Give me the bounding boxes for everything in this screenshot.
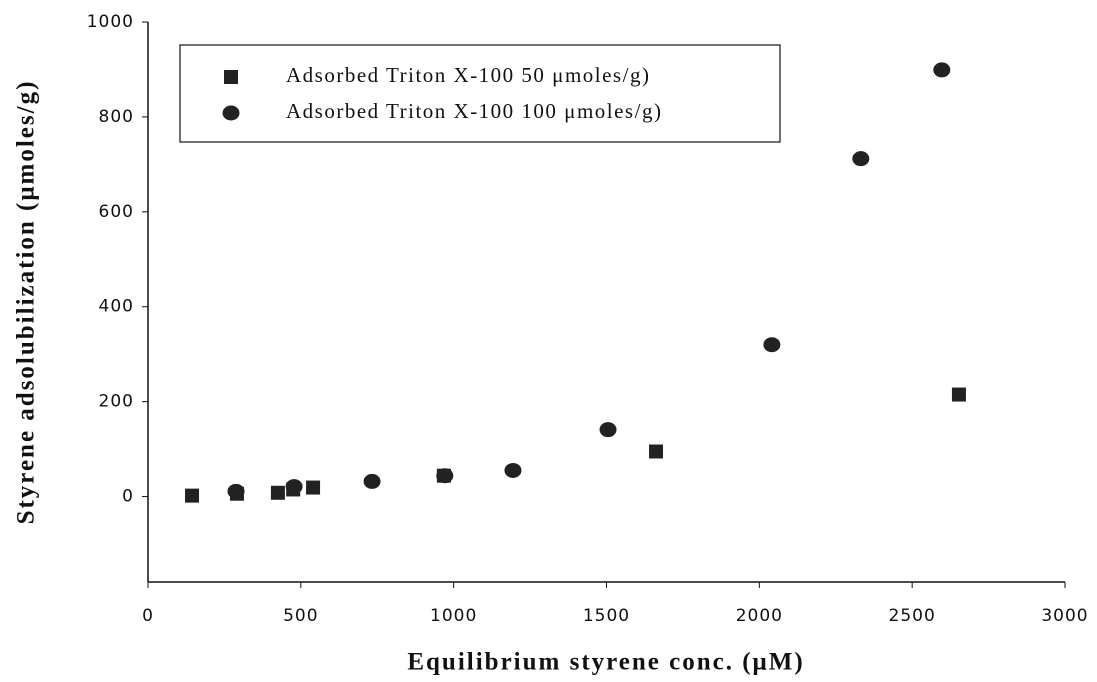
- y-axis-title: Styrene adsolubilization (μmoles/g): [13, 80, 40, 525]
- legend-label: Adsorbed Triton X-100 100 μmoles/g): [286, 99, 662, 123]
- x-tick-label: 500: [283, 606, 318, 626]
- point: [306, 480, 321, 495]
- x-tick-label: 1000: [430, 606, 477, 626]
- y-tick-label: 200: [99, 392, 134, 412]
- point: [599, 422, 617, 438]
- legend-label: Adsorbed Triton X-100 50 μmoles/g): [286, 63, 650, 87]
- y-tick-label: 800: [99, 107, 134, 127]
- point: [270, 485, 285, 500]
- legend-marker: [222, 105, 240, 121]
- point: [504, 462, 522, 478]
- x-tick-label: 1500: [583, 606, 630, 626]
- point: [649, 444, 664, 459]
- x-tick-label: 2000: [736, 606, 783, 626]
- legend: [179, 44, 781, 143]
- point: [227, 483, 245, 499]
- y-tick-label: 600: [99, 202, 134, 222]
- legend-marker: [224, 70, 238, 84]
- point: [436, 468, 454, 484]
- y-tick-label: 1000: [87, 12, 134, 32]
- y-tick-label: 400: [99, 297, 134, 317]
- point: [363, 473, 381, 489]
- point: [951, 387, 966, 402]
- x-tick-label: 0: [142, 606, 154, 626]
- x-axis-title: Equilibrium styrene conc. (μM): [407, 649, 804, 676]
- point: [185, 488, 200, 503]
- point: [933, 62, 951, 78]
- point: [763, 337, 781, 353]
- x-tick-label: 2500: [889, 606, 936, 626]
- point: [852, 151, 870, 167]
- y-tick-label: 0: [122, 487, 134, 507]
- x-tick-label: 3000: [1041, 606, 1088, 626]
- point: [285, 479, 303, 495]
